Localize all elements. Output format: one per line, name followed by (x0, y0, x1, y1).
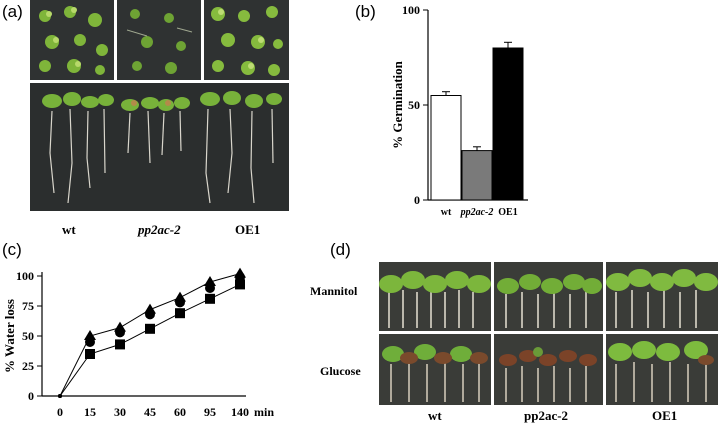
x-tick-label: 30 (114, 405, 126, 419)
x-unit-label: min (254, 405, 274, 419)
x-tick-label: 15 (84, 405, 96, 419)
seedling-photo-pp2ac-top (117, 0, 201, 80)
seedling-leaves-pp2ac (126, 9, 193, 74)
panel-a-genotype-pp2ac: pp2ac-2 (138, 222, 181, 237)
panel-d-genotype-pp2ac: pp2ac-2 (524, 408, 569, 423)
y-tick-label: 100 (402, 3, 420, 17)
seedling-photo-top (30, 0, 289, 80)
seedling-leaves-wt (39, 6, 108, 75)
data-point-triangle (84, 330, 96, 340)
panel-d-genotype-wt: wt (428, 408, 442, 423)
seedling-roots (42, 91, 282, 204)
mannitol-oe1 (606, 262, 718, 331)
row-label-mannitol: Mannitol (310, 284, 358, 298)
data-point (58, 394, 62, 398)
panel-c: (c) 0 25 50 75 100 0 15 30 45 60 95 140 min % Water l… (0, 238, 300, 427)
glucose-photo-row (379, 334, 718, 405)
category-label: OE1 (498, 207, 517, 218)
data-point-square (145, 323, 155, 334)
panel-d-genotype-oe1: OE1 (652, 408, 678, 423)
mannitol-pp2ac (494, 262, 603, 331)
bar-OE1 (492, 47, 524, 201)
glucose-pp2ac (494, 334, 603, 405)
seedling-photo-oe1-top (204, 0, 289, 80)
bar-wt (430, 95, 462, 201)
x-tick-label: 95 (204, 405, 216, 419)
panel-a: (a) (0, 0, 300, 260)
y-axis-label: % Germination (390, 60, 405, 149)
panel-d-label: (d) (330, 240, 351, 259)
category-label: pp2ac-2 (460, 207, 494, 218)
panel-b: (b) 0 50 100 % Germination wt pp2ac-2 OE1 (300, 0, 720, 240)
y-tick-label: 25 (22, 359, 34, 373)
data-point-square (235, 279, 245, 290)
glucose-oe1 (606, 334, 718, 405)
y-tick-label: 0 (414, 193, 420, 207)
germination-chart: 0 50 100 % Germination wt pp2ac-2 OE1 (390, 3, 528, 218)
data-point-circle (85, 337, 95, 347)
y-tick-label: 100 (16, 269, 34, 283)
panel-b-label: (b) (355, 2, 376, 21)
panel-d: (d) Mannitol Glucose wt pp2ac-2 OE1 (300, 238, 720, 427)
panel-a-label: (a) (2, 2, 23, 21)
y-tick-label: 0 (28, 389, 34, 403)
data-point-triangle (204, 276, 216, 286)
y-tick-label: 50 (408, 98, 420, 112)
mannitol-photo-row (379, 262, 718, 331)
seedling-photo-wt-top (30, 0, 114, 80)
y-tick-label: 75 (22, 299, 34, 313)
seedling-leaves-oe1 (211, 6, 283, 76)
panel-c-label: (c) (2, 240, 22, 259)
bar-pp2ac-2 (461, 150, 493, 201)
y-axis-label: % Water loss (2, 299, 17, 373)
data-point-square (205, 293, 215, 304)
x-tick-label: 140 (231, 405, 249, 419)
row-label-glucose: Glucose (320, 364, 361, 378)
data-point-circle (145, 309, 155, 320)
panel-a-genotype-oe1: OE1 (235, 222, 261, 237)
glucose-wt (379, 334, 491, 405)
water-loss-chart: 0 25 50 75 100 0 15 30 45 60 95 140 min % Water loss (2, 267, 274, 419)
data-point-circle (175, 297, 185, 308)
data-point-square (115, 339, 125, 350)
seedling-photo-bottom (30, 83, 289, 211)
x-tick-label: 45 (144, 405, 156, 419)
data-point-circle (205, 283, 215, 293)
data-point-circle (115, 327, 125, 338)
panel-a-genotype-wt: wt (62, 222, 76, 237)
y-tick-label: 50 (22, 329, 34, 343)
mannitol-wt (379, 262, 491, 331)
category-label: wt (441, 207, 452, 218)
data-point-square (85, 349, 95, 359)
data-point-square (175, 308, 185, 319)
x-tick-label: 0 (57, 405, 63, 419)
x-tick-label: 60 (174, 405, 186, 419)
